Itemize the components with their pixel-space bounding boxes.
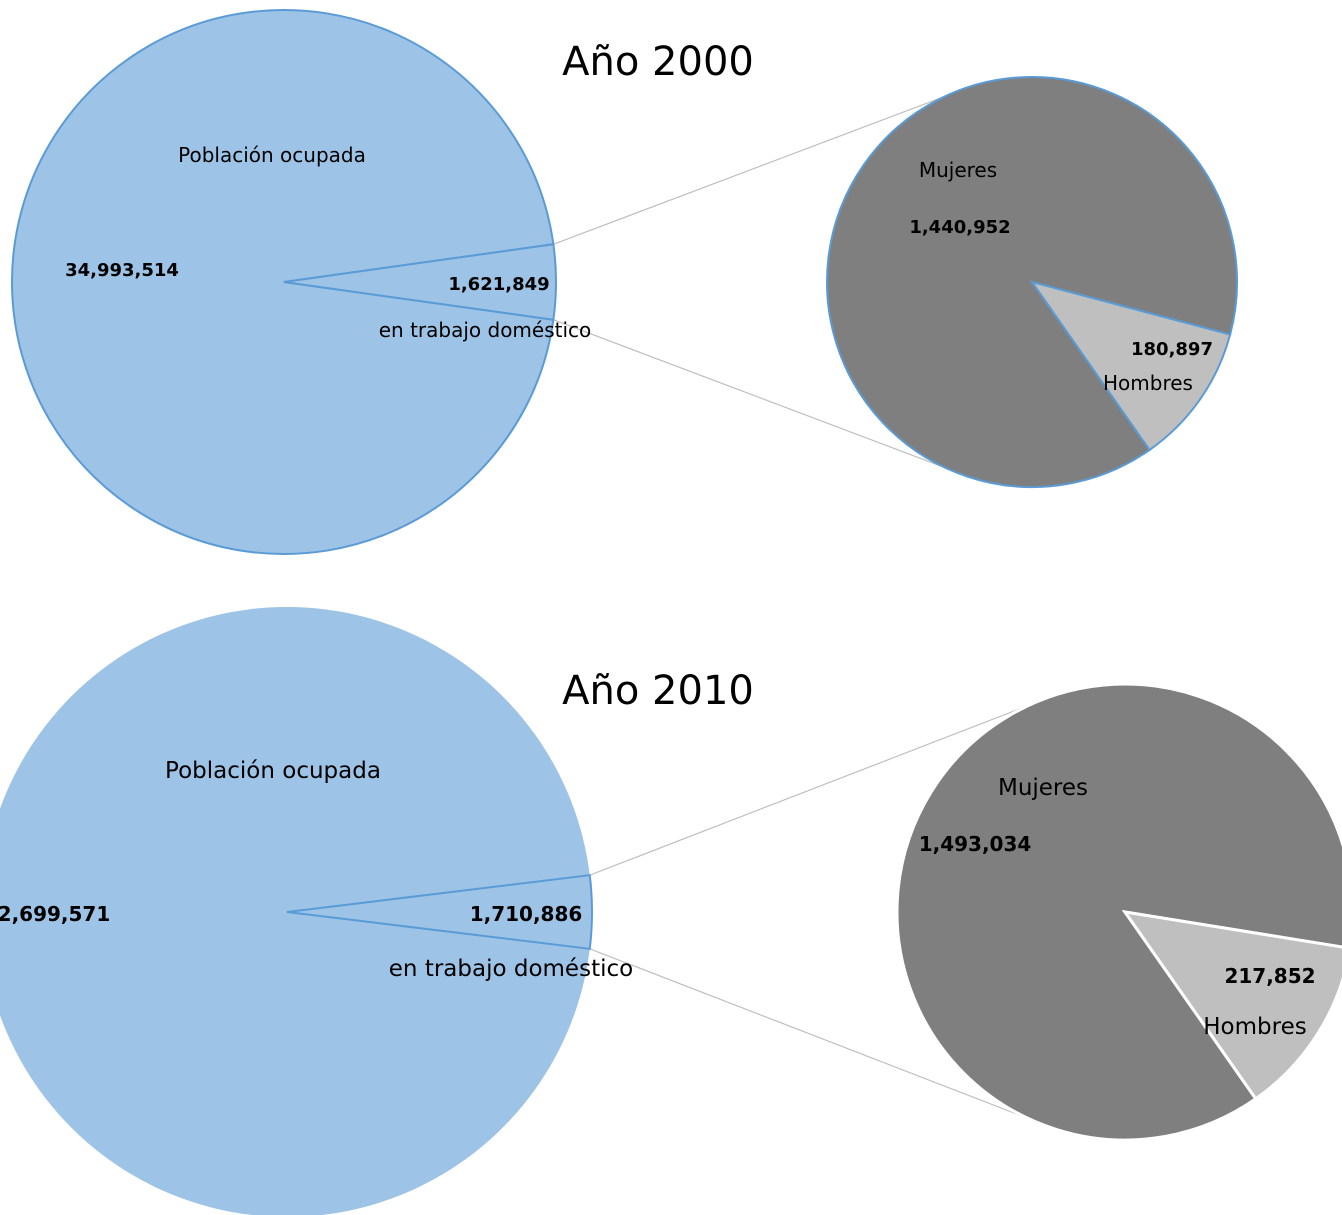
hombres-value-label: 217,852 [1224, 964, 1315, 988]
mujeres-label: Mujeres [919, 158, 997, 182]
main-slice-value-label: 42,699,571 [0, 902, 110, 926]
domestic-slice-label: en trabajo doméstico [379, 318, 592, 342]
secondary-slice-hombres [1029, 280, 1232, 452]
domestic-slice-value-label: 1,621,849 [448, 274, 549, 295]
chart-2000: Año 2000 Población ocupada 34,993,514 1,… [11, 9, 1238, 555]
secondary-slice-hombres [1121, 909, 1342, 1101]
chart-title: Año 2000 [562, 39, 754, 85]
mujeres-value-label: 1,493,034 [919, 832, 1032, 856]
main-slice-value-label: 34,993,514 [65, 260, 179, 281]
chart-2010: Año 2010 Población ocupada 42,699,571 1,… [0, 607, 1342, 1215]
main-slice-trabajo-domestico [286, 874, 594, 950]
connector-line-top [553, 95, 946, 245]
mujeres-value-label: 1,440,952 [909, 217, 1010, 238]
secondary-slice-mujeres [895, 682, 1342, 1142]
hombres-label: Hombres [1203, 1014, 1306, 1040]
main-pie-label: Población ocupada [178, 143, 366, 167]
domestic-slice-value-label: 1,710,886 [470, 902, 583, 926]
connector-line-bottom [553, 319, 946, 469]
main-pie-label: Población ocupada [165, 758, 381, 784]
hombres-value-label: 180,897 [1131, 339, 1213, 360]
connector-line-bottom [589, 948, 1029, 1120]
main-slice-poblacion-ocupada [11, 9, 555, 555]
hombres-label: Hombres [1103, 371, 1193, 395]
connector-line-top [589, 704, 1029, 876]
mujeres-label: Mujeres [998, 775, 1088, 801]
chart-title: Año 2010 [562, 668, 754, 714]
domestic-slice-label: en trabajo doméstico [389, 956, 633, 982]
main-slice-trabajo-domestico [283, 243, 557, 321]
